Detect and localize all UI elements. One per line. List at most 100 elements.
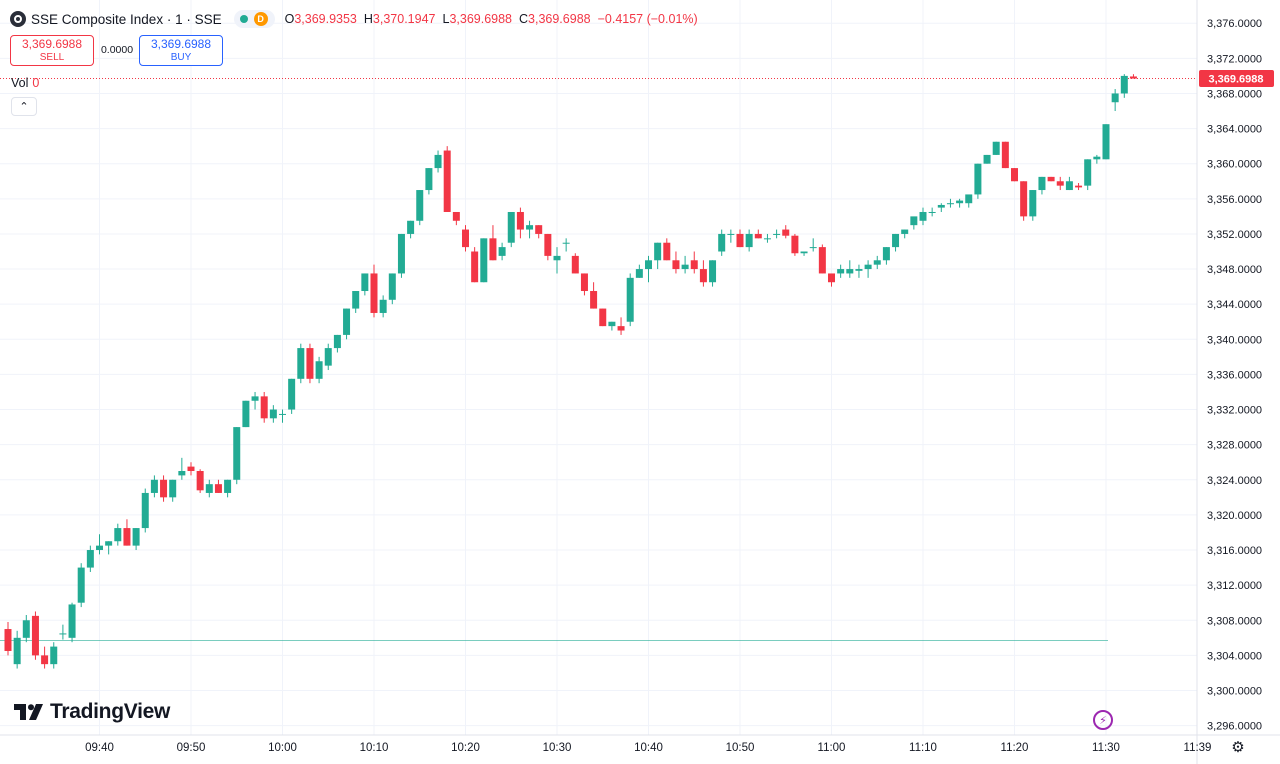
candle — [956, 198, 964, 208]
symbol-title[interactable]: SSE Composite Index · 1 · SSE — [31, 11, 222, 27]
y-tick-label: 3,328.0000 — [1207, 440, 1262, 452]
buy-button[interactable]: 3,369.6988 BUY — [139, 35, 223, 66]
candle-body — [361, 273, 369, 292]
tradingview-logo[interactable]: TradingView — [14, 700, 170, 724]
candle-body — [663, 242, 671, 261]
candle — [983, 154, 991, 164]
candle-body — [590, 291, 598, 309]
candle — [489, 225, 497, 261]
candle — [443, 146, 451, 212]
candle — [324, 343, 332, 371]
candle-body — [599, 308, 607, 327]
candle — [846, 260, 854, 278]
lightning-icon[interactable]: ⚡ — [1093, 710, 1113, 730]
ohlc-key: C — [519, 12, 529, 26]
candle-body — [187, 466, 195, 471]
sell-price: 3,369.6988 — [21, 36, 83, 51]
ohlc-open: 3,369.9353 — [294, 12, 357, 26]
candle-body — [105, 541, 113, 546]
sell-button[interactable]: 3,369.6988 SELL — [10, 35, 94, 66]
candle — [992, 141, 1000, 155]
candle-body — [699, 269, 707, 283]
candle-body — [352, 291, 360, 309]
y-tick-label: 3,340.0000 — [1207, 334, 1262, 346]
candle-body — [882, 247, 890, 261]
candle-body — [141, 492, 149, 529]
sell-label: SELL — [39, 51, 65, 63]
candle — [635, 264, 643, 278]
candle — [397, 233, 405, 278]
candle-body — [571, 255, 579, 274]
candle — [86, 545, 94, 572]
x-tick-label: 11:30 — [1092, 742, 1120, 754]
candle-body — [416, 190, 424, 221]
candle-body — [516, 211, 524, 230]
x-tick-label: 11:10 — [909, 742, 937, 754]
candle-body — [4, 629, 12, 651]
candle — [672, 251, 680, 274]
candle — [31, 611, 39, 660]
candle-body — [873, 260, 881, 265]
collapse-legend-button[interactable]: ⌃ — [11, 97, 37, 116]
candle-body — [205, 484, 213, 493]
candle-body — [544, 233, 552, 256]
x-tick-label: 11:20 — [1001, 742, 1029, 754]
candle — [114, 523, 122, 546]
candle-body — [654, 242, 662, 261]
candle — [187, 462, 195, 476]
candle — [535, 225, 543, 239]
candle-body — [31, 615, 39, 656]
candle-body — [425, 168, 433, 191]
market-status-badge[interactable]: D — [233, 10, 275, 28]
candle-body — [791, 235, 799, 254]
y-tick-label: 3,312.0000 — [1207, 580, 1262, 592]
candle — [864, 260, 872, 278]
candle — [645, 255, 652, 283]
candle — [1075, 183, 1083, 191]
candle-body — [736, 233, 744, 248]
candle — [791, 233, 799, 256]
candle — [754, 229, 762, 239]
candle-body — [1129, 76, 1137, 79]
candle — [553, 247, 561, 274]
candle-body — [59, 633, 67, 635]
candle-body — [471, 251, 479, 283]
candle-body — [1093, 156, 1101, 160]
candle — [654, 242, 662, 270]
ohlc-change: −0.4157 (−0.01%) — [597, 12, 698, 26]
candle — [462, 225, 469, 252]
candle — [690, 251, 698, 274]
candle — [1111, 89, 1119, 112]
candle — [306, 343, 314, 384]
candle — [425, 168, 433, 195]
candle — [96, 534, 103, 555]
candle — [892, 233, 900, 252]
candle — [599, 308, 607, 327]
candle-body — [1001, 141, 1009, 169]
candle-body — [233, 427, 241, 480]
y-tick-label: 3,344.0000 — [1207, 299, 1262, 311]
chevron-up-icon: ⌃ — [19, 101, 29, 113]
volume-legend[interactable]: Vol 0 — [11, 76, 39, 90]
candle — [434, 150, 442, 173]
candle-body — [919, 211, 927, 221]
candle — [1011, 168, 1018, 182]
candle — [782, 225, 790, 239]
y-tick-label: 3,304.0000 — [1207, 650, 1262, 662]
candle-body — [297, 348, 305, 379]
candle — [1020, 181, 1028, 221]
candle-body — [635, 269, 643, 278]
candle — [928, 207, 936, 217]
candle — [882, 247, 890, 265]
y-tick-label: 3,300.0000 — [1207, 686, 1262, 698]
candle-body — [828, 273, 835, 283]
candle-body — [178, 471, 186, 476]
candle — [214, 479, 222, 493]
volume-label: Vol — [11, 76, 29, 90]
candle-body — [974, 163, 982, 195]
x-tick-label: 10:30 — [543, 742, 572, 754]
gear-icon[interactable]: ⚙ — [1231, 739, 1245, 756]
ohlc-close: 3,369.6988 — [528, 12, 591, 26]
candle-body — [498, 247, 506, 256]
